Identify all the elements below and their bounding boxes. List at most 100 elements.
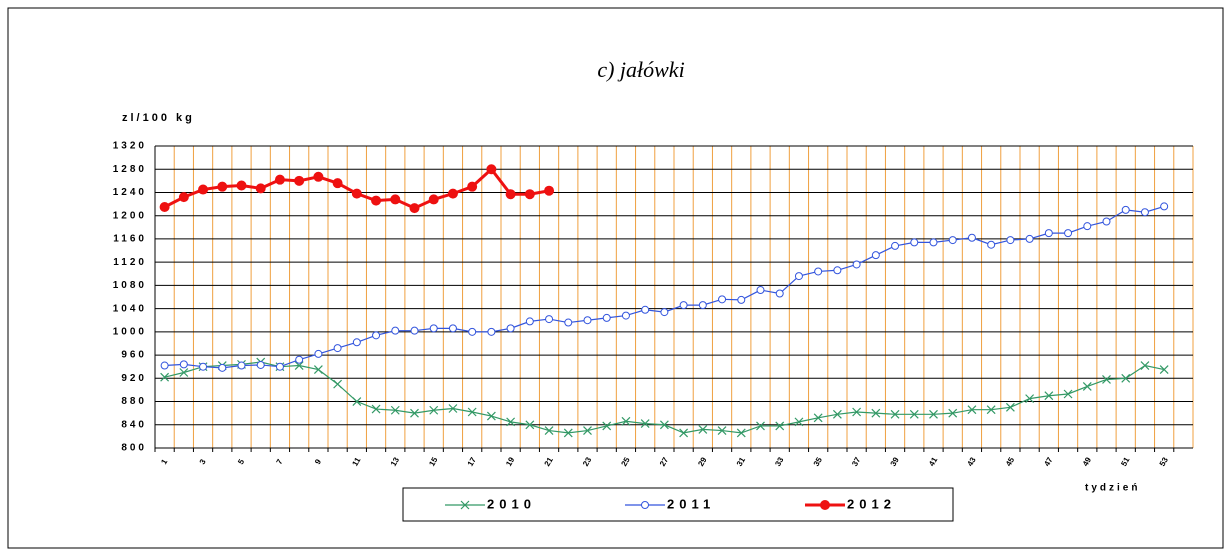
data-point [602,421,612,431]
marker-cross [621,416,631,426]
marker-cross [640,419,650,429]
data-point [314,349,323,358]
data-point [583,316,592,325]
data-point [602,313,611,322]
marker-cross [909,409,919,419]
marker-cross [1005,402,1015,412]
data-point [967,233,976,242]
data-point [447,188,458,199]
marker-cross [294,361,304,370]
data-point [332,178,343,189]
legend-marker [641,501,649,509]
marker-cross [1025,394,1035,404]
data-point [1160,202,1169,211]
data-point [294,175,305,186]
data-point [1082,382,1092,391]
y-tick-label: 840 [121,419,147,430]
data-point [294,361,304,370]
marker-cross [890,409,900,419]
data-point [371,404,381,414]
data-point [1102,217,1111,226]
data-point [236,180,247,191]
data-point [871,251,880,260]
data-point [274,174,285,185]
marker-cross [333,379,343,389]
marker-cross [1102,375,1111,384]
data-point [409,203,420,214]
marker-cross [775,421,785,431]
data-point [679,301,688,310]
data-point [852,260,861,269]
data-point [525,420,535,430]
data-point [794,417,804,427]
marker-cross [679,428,689,438]
marker-cross [659,420,669,430]
data-point [1083,222,1092,231]
x-tick-label: 3 [198,457,208,466]
legend-label: 2012 [847,496,896,511]
marker-cross [852,407,862,417]
marker-cross [1063,389,1073,399]
marker-cross [986,405,996,415]
marker-cross [929,409,938,419]
data-point [1005,402,1015,412]
marker-cross [583,426,592,436]
data-point [448,324,457,333]
marker-cross [506,417,516,427]
data-point [987,240,996,249]
data-point [467,407,477,417]
chart-title: c) jałówki [597,57,684,82]
y-tick-label: 1080 [113,280,147,291]
data-point [333,344,342,353]
marker-cross [1140,361,1150,370]
data-point [832,409,842,419]
marker-cross [948,408,958,418]
data-point [1044,391,1054,401]
marker-cross [1159,365,1169,375]
marker-cross [313,365,323,375]
data-point [486,164,497,175]
data-point [467,181,478,192]
legend-marker [460,500,470,510]
marker-cross [544,426,554,436]
data-point [525,317,534,326]
data-point [1063,389,1073,399]
marker-cross [467,407,477,417]
y-tick-label: 1000 [113,326,147,337]
data-point [237,361,246,370]
y-tick-label: 920 [121,373,147,384]
marker-cross [967,405,977,415]
data-point [256,360,265,369]
marker-cross [429,405,439,415]
data-point [929,409,938,419]
data-point [179,368,189,377]
data-point [640,419,650,429]
data-point [1121,373,1131,383]
data-point [160,372,170,382]
data-point [1025,234,1034,243]
data-point [524,189,535,200]
data-point [1006,236,1015,245]
marker-cross [563,428,573,438]
marker-cross [698,424,708,434]
y-tick-label: 880 [121,396,147,407]
marker-cross [756,421,765,431]
data-point [160,361,169,370]
data-point [814,267,823,276]
data-point [813,413,823,423]
data-point [1044,229,1053,238]
y-tick-label: 1200 [113,210,147,221]
data-point [179,360,188,369]
marker-cross [460,500,470,510]
data-point [1159,365,1169,375]
marker-cross [160,372,170,382]
data-point [545,315,554,324]
data-point [506,324,515,333]
data-point [390,405,400,415]
data-point [621,311,630,320]
x-tick-label: 7 [275,457,285,466]
data-point [891,241,900,250]
marker-cross [448,404,458,413]
x-tick-label: 9 [313,457,323,466]
